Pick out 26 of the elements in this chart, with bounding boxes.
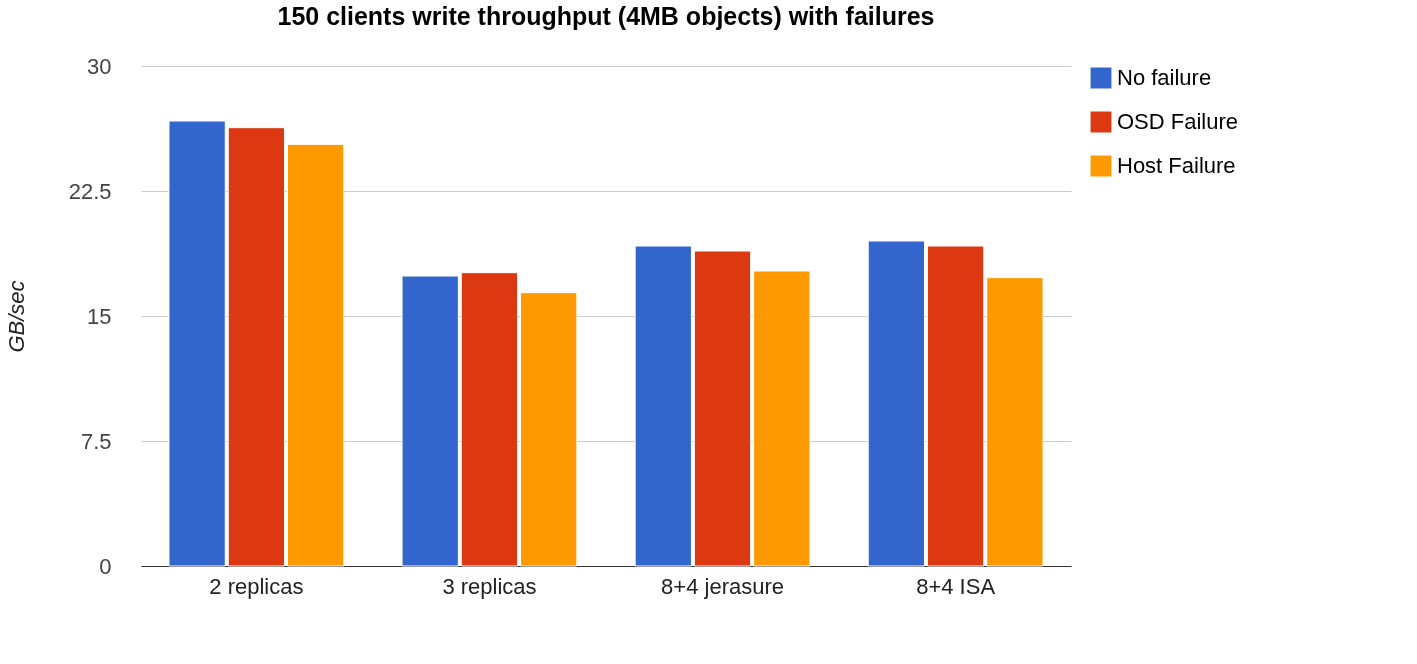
- bar: [753, 270, 811, 567]
- y-tick-label: 0: [99, 553, 112, 579]
- bar: [926, 245, 985, 567]
- bar: [460, 272, 519, 567]
- y-tick-label: 15: [87, 303, 112, 329]
- x-tick-label: 8+4 ISA: [916, 573, 996, 599]
- bar: [286, 143, 345, 567]
- bar: [634, 245, 692, 567]
- chart-title: 150 clients write throughput (4MB objects) with failures: [277, 2, 935, 30]
- y-tick-label: 30: [87, 53, 112, 79]
- y-tick-label: 7.5: [80, 428, 112, 454]
- bar: [227, 127, 286, 567]
- bar: [520, 292, 578, 567]
- y-axis-title: GB/sec: [3, 280, 29, 353]
- bar: [986, 277, 1044, 567]
- y-tick-label: 22.5: [68, 178, 112, 204]
- legend-label: OSD Failure: [1117, 109, 1239, 134]
- bar: [168, 120, 226, 567]
- legend-label: Host Failure: [1117, 153, 1236, 178]
- bar: [693, 250, 752, 567]
- legend-label: No failure: [1117, 65, 1212, 90]
- x-tick-label: 3 replicas: [442, 573, 537, 599]
- x-tick-label: 2 replicas: [209, 573, 304, 599]
- bar: [401, 275, 459, 567]
- bar: [867, 240, 926, 567]
- x-tick-label: 8+4 jerasure: [661, 573, 784, 599]
